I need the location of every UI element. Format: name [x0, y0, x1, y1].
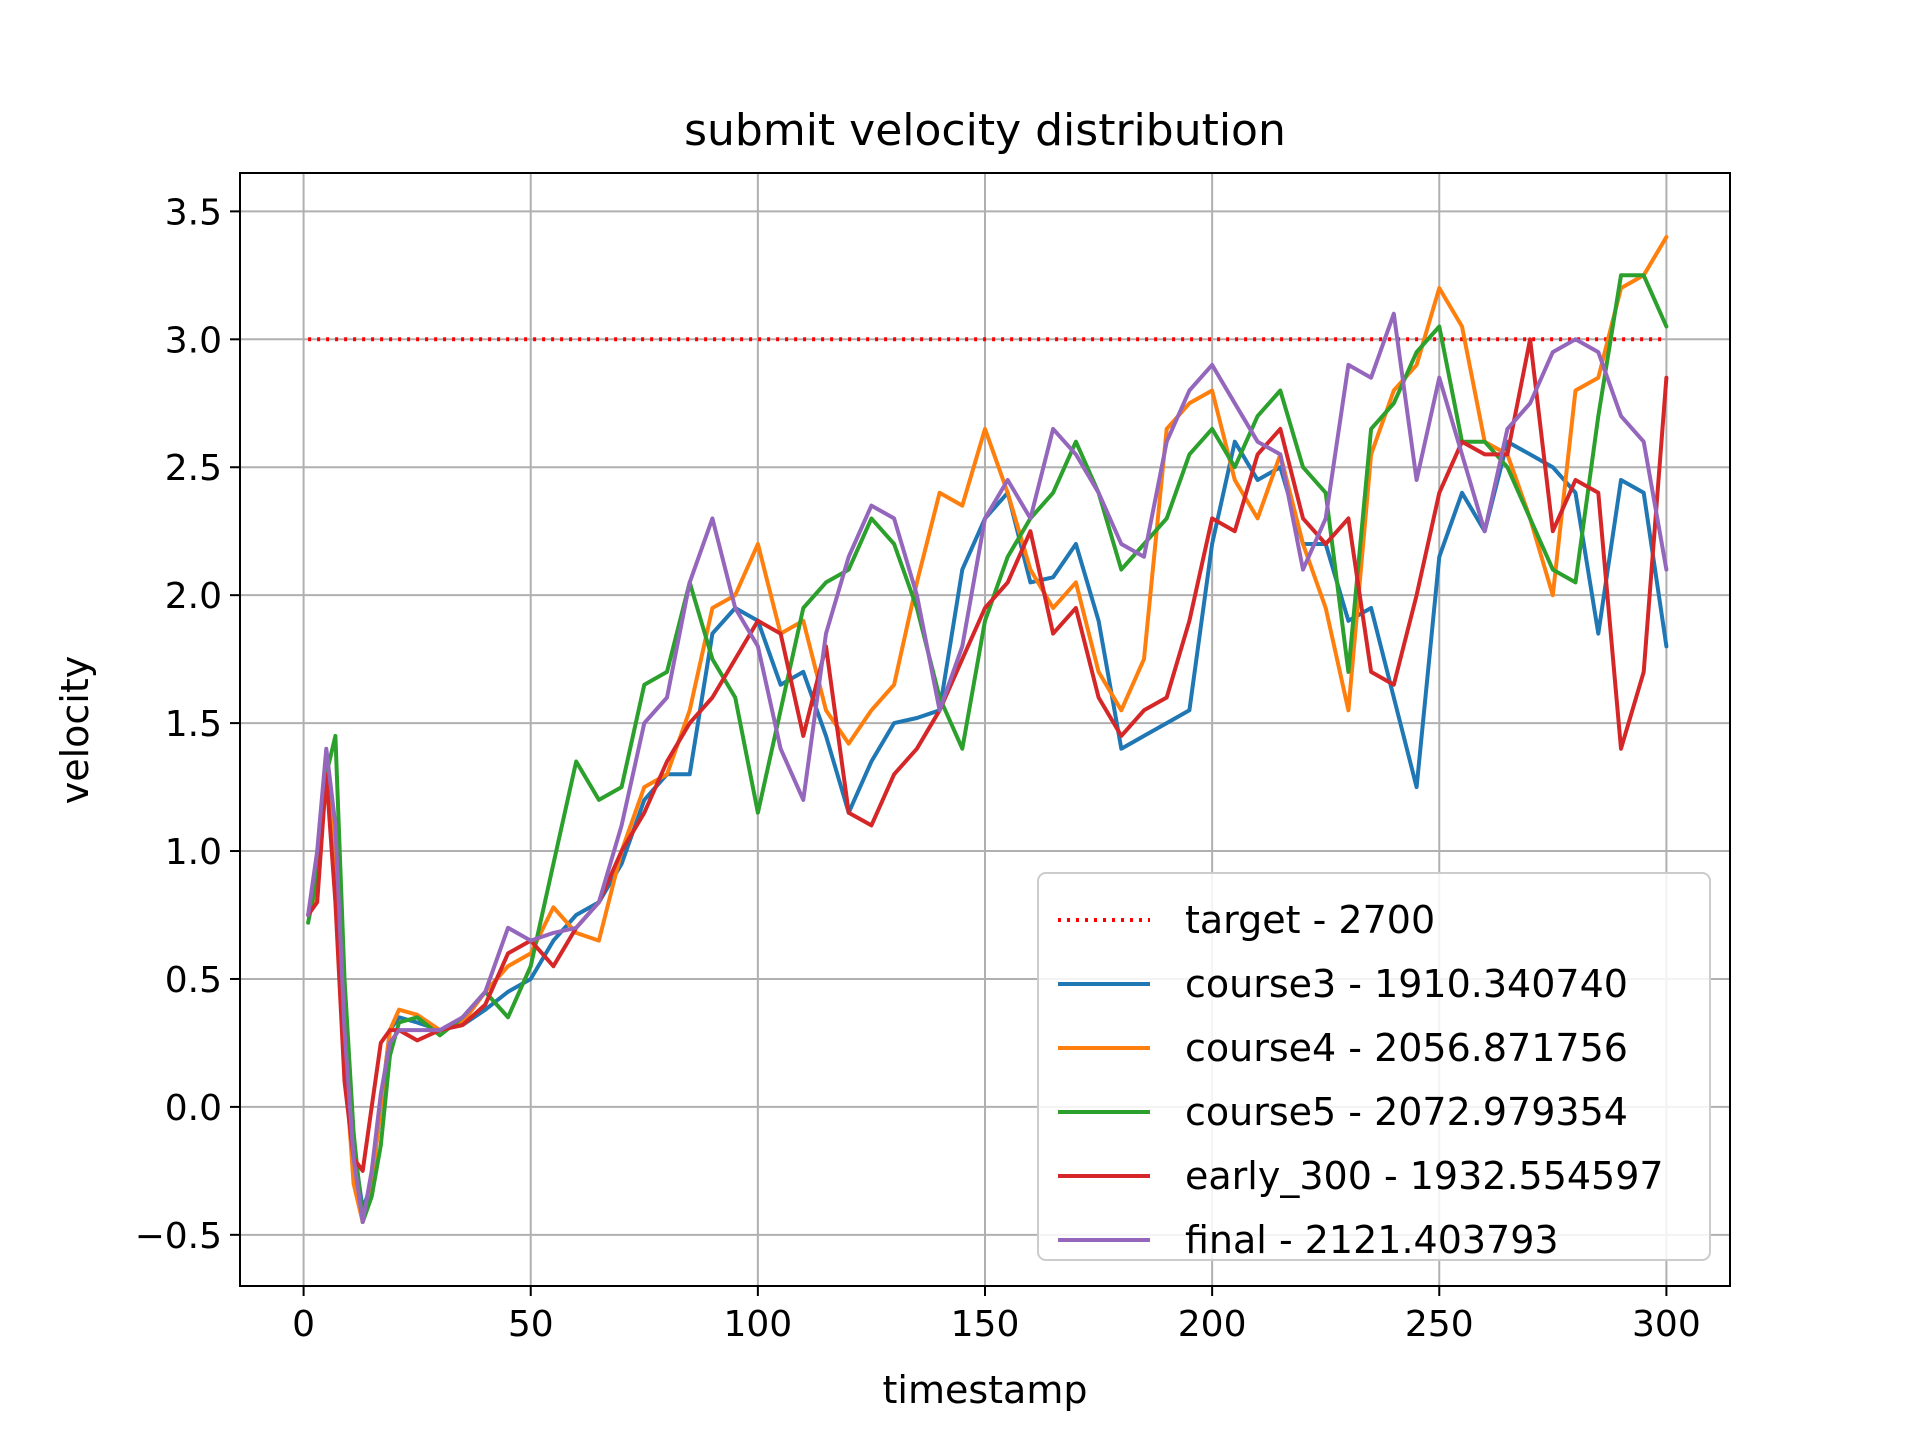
legend-label-final: final - 2121.403793	[1185, 1218, 1559, 1262]
legend-label-course4: course4 - 2056.871756	[1185, 1026, 1628, 1070]
x-axis-ticks: 0 50 100 150 200 250 300	[292, 1286, 1701, 1345]
series-lines	[306, 235, 1669, 1224]
y-tick-label: 2.5	[165, 448, 222, 489]
x-tick-label: 150	[951, 1304, 1020, 1345]
y-tick-label: 2.0	[165, 576, 222, 617]
y-tick-label: 1.5	[165, 704, 222, 745]
x-tick-label: 0	[292, 1304, 315, 1345]
series-line-course5	[306, 273, 1669, 1224]
chart-title: submit velocity distribution	[684, 105, 1286, 156]
x-tick-label: 300	[1632, 1304, 1701, 1345]
y-tick-label: 1.0	[165, 832, 222, 873]
legend: target - 2700 course3 - 1910.340740 course…	[1037, 872, 1711, 1262]
y-tick-label: 0.5	[165, 960, 222, 1001]
y-tick-label: 0.0	[165, 1088, 222, 1129]
legend-label-early-300: early_300 - 1932.554597	[1185, 1154, 1664, 1198]
y-axis-label: velocity	[53, 656, 97, 805]
legend-box	[1037, 872, 1711, 1261]
x-axis-label: timestamp	[883, 1368, 1088, 1412]
x-tick-label: 250	[1405, 1304, 1474, 1345]
y-tick-label: 3.5	[165, 192, 222, 233]
legend-label-course5: course5 - 2072.979354	[1185, 1090, 1628, 1134]
series-line-course4	[306, 235, 1669, 1224]
y-axis-ticks: −0.5 0.0 0.5 1.0 1.5 2.0 2.5 3.0 3.5	[135, 192, 240, 1257]
series-line-final	[306, 311, 1669, 1224]
y-tick-label: 3.0	[165, 320, 222, 361]
legend-label-course3: course3 - 1910.340740	[1185, 962, 1628, 1006]
series-line-early-300	[306, 337, 1669, 1173]
x-tick-label: 200	[1178, 1304, 1247, 1345]
x-tick-label: 50	[508, 1304, 554, 1345]
y-tick-label: −0.5	[135, 1216, 222, 1257]
legend-label-target: target - 2700	[1185, 898, 1435, 942]
series-line-course3	[306, 439, 1669, 1212]
x-tick-label: 100	[724, 1304, 793, 1345]
legend-entries: target - 2700 course3 - 1910.340740 course…	[1058, 898, 1664, 1262]
